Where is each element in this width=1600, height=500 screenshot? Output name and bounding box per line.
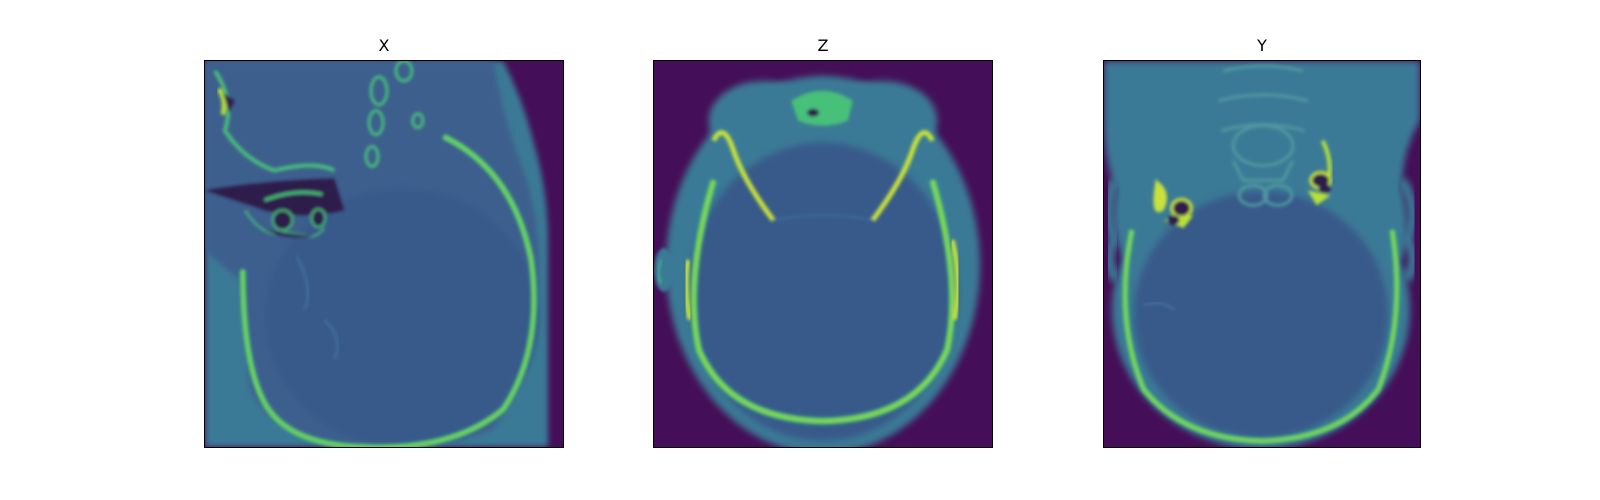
panel-x: X: [204, 36, 564, 448]
panel-title: X: [378, 36, 390, 55]
sagittal-ct-image: [205, 61, 563, 447]
panel-z: Z: [653, 36, 993, 448]
image-frame: [204, 60, 564, 448]
panel-y: Y: [1103, 36, 1421, 448]
panel-title: Z: [817, 36, 829, 55]
panel-title: Y: [1257, 36, 1267, 55]
image-frame: [653, 60, 993, 448]
coronal-ct-image: [1104, 61, 1420, 447]
axial-ct-image: [654, 61, 992, 447]
image-frame: [1103, 60, 1421, 448]
